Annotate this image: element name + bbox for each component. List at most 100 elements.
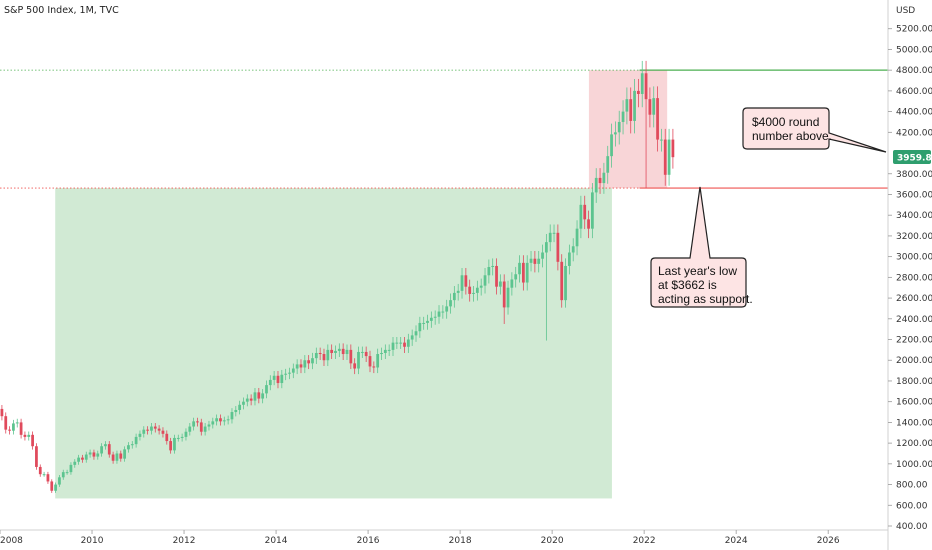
- candle-body: [119, 453, 123, 459]
- candle-body: [61, 472, 65, 478]
- candle-body: [184, 431, 188, 437]
- candle: [456, 283, 460, 301]
- callout-4000[interactable]: $4000 round number above.: [742, 107, 887, 153]
- candle: [0, 404, 4, 421]
- candle-body: [410, 335, 414, 340]
- candle: [468, 279, 472, 302]
- candle-body: [58, 477, 61, 485]
- candle: [663, 128, 667, 186]
- candle-body: [50, 481, 54, 491]
- y-tick-label: 3200.00: [896, 232, 932, 242]
- candle-body: [276, 375, 280, 384]
- y-tick-label: 1400.00: [896, 418, 932, 428]
- candle: [510, 272, 514, 296]
- candle: [575, 220, 579, 256]
- candle-body: [107, 444, 111, 455]
- candle-body: [445, 306, 449, 312]
- candle: [58, 475, 61, 487]
- candle: [134, 433, 138, 448]
- candle-body: [242, 401, 245, 405]
- candle-body: [299, 364, 303, 368]
- candle: [196, 417, 199, 427]
- candle: [544, 234, 548, 341]
- candle-body: [215, 418, 219, 422]
- candle-body: [81, 457, 84, 460]
- candle: [165, 430, 169, 445]
- candle-body: [130, 444, 134, 446]
- candle-body: [12, 423, 15, 431]
- candle: [399, 337, 403, 349]
- candle-body: [575, 228, 579, 247]
- candle: [295, 359, 299, 375]
- candle: [169, 437, 173, 454]
- callout-support[interactable]: Last year's low at $3662 is acting as su…: [650, 186, 753, 308]
- candle-body: [169, 441, 173, 451]
- candle-body: [660, 139, 663, 141]
- candle: [633, 78, 636, 134]
- candle-body: [556, 232, 560, 262]
- candle: [326, 344, 330, 367]
- candle: [238, 400, 242, 415]
- y-tick-label: 4600.00: [896, 87, 932, 97]
- candle-body: [249, 398, 253, 401]
- candle: [571, 238, 575, 262]
- candle: [288, 367, 291, 380]
- candle-body: [456, 290, 460, 293]
- candle: [537, 250, 541, 273]
- candle-body: [123, 449, 126, 459]
- candle: [660, 128, 663, 152]
- candle: [449, 293, 452, 314]
- candle: [245, 394, 249, 407]
- candle-body: [115, 453, 119, 461]
- candle-body: [533, 258, 537, 264]
- candle: [621, 100, 625, 135]
- candle-body: [406, 339, 410, 347]
- candle: [334, 345, 337, 359]
- candle-body: [257, 392, 261, 399]
- candle: [257, 387, 261, 404]
- candle-body: [138, 433, 142, 437]
- candle: [487, 259, 491, 284]
- candle-body: [614, 132, 617, 135]
- candle: [629, 87, 633, 134]
- candle-body: [617, 121, 621, 133]
- candle: [345, 344, 349, 360]
- candle: [579, 195, 583, 239]
- candle-body: [579, 204, 583, 229]
- candle: [146, 426, 149, 435]
- y-tick-label: 3600.00: [896, 190, 932, 200]
- candle-body: [77, 457, 80, 462]
- candle-body: [146, 429, 149, 431]
- callout-support-line-1: Last year's low: [658, 264, 737, 278]
- candle-body: [583, 204, 587, 220]
- candle-body: [544, 242, 548, 253]
- candle-body: [284, 373, 288, 375]
- candle: [215, 414, 219, 426]
- candle: [387, 344, 391, 356]
- candle-body: [364, 351, 368, 357]
- candle-body: [491, 265, 495, 267]
- candle-body: [591, 192, 594, 229]
- x-axis[interactable]: 2008 2010 2012 2014 2016 2018 2020 2022 2024 2026: [0, 530, 840, 546]
- y-tick-label: 4800.00: [896, 66, 932, 76]
- candle-body: [460, 275, 464, 291]
- candle: [123, 446, 126, 462]
- candle: [23, 431, 27, 441]
- candle: [54, 482, 57, 493]
- candle-body: [23, 434, 27, 437]
- candle-body: [495, 265, 498, 287]
- y-tick-label: 3400.00: [896, 211, 932, 221]
- price-tag: 3959.89: [893, 150, 932, 164]
- candle-body: [506, 287, 510, 308]
- candle-body: [498, 281, 502, 287]
- y-axis[interactable]: 5200.00 5000.00 4800.00 4600.00 4400.00 4200.…: [888, 25, 932, 532]
- candle: [138, 430, 142, 441]
- x-tick-label: 2018: [449, 536, 472, 546]
- candle: [46, 471, 50, 484]
- candle: [188, 423, 192, 436]
- x-tick-label: 2024: [725, 536, 748, 546]
- candle-body: [629, 99, 633, 121]
- candle: [31, 431, 34, 450]
- y-tick-label: 2000.00: [896, 356, 932, 366]
